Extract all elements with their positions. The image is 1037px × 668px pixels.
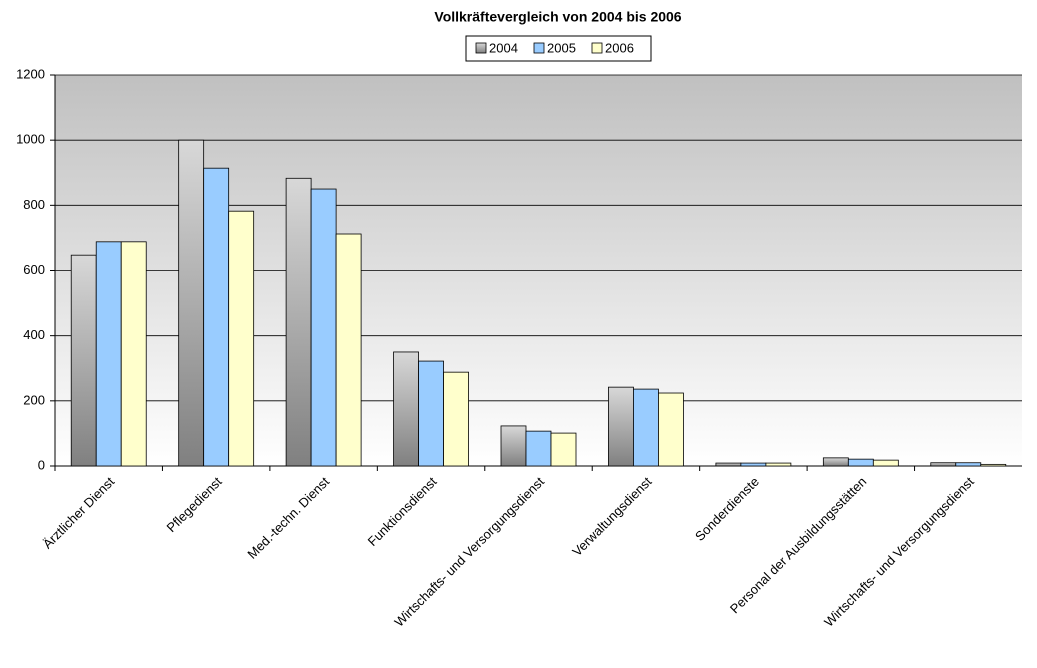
bar <box>525 430 552 467</box>
legend-swatch <box>533 42 545 54</box>
bar <box>285 177 312 467</box>
x-tick-label: Med.-techn. Dienst <box>244 474 332 562</box>
bar <box>95 241 122 467</box>
bar <box>418 360 444 467</box>
bar <box>443 371 469 467</box>
x-tick-label: Ärztlicher Dienst <box>40 474 118 552</box>
legend-label: 2004 <box>489 40 518 55</box>
legend-label: 2005 <box>547 40 576 55</box>
bar <box>70 254 97 467</box>
x-tick-label: Sonderdienste <box>692 474 762 544</box>
x-tick-label: Verwaltungsdienst <box>569 474 654 559</box>
bar <box>120 241 147 467</box>
bar <box>228 210 255 467</box>
y-tick-label: 800 <box>23 197 45 212</box>
bar <box>930 462 957 467</box>
y-tick-label: 400 <box>23 327 45 342</box>
bar <box>633 388 659 467</box>
y-tick-label: 200 <box>23 392 45 407</box>
bar <box>658 392 684 467</box>
bar <box>872 459 899 467</box>
bar <box>608 386 634 467</box>
x-tick-label: Funktionsdienst <box>365 474 440 549</box>
legend-label: 2006 <box>605 40 634 55</box>
y-tick-label: 1000 <box>16 132 45 147</box>
bar <box>500 425 527 467</box>
bar <box>715 462 742 467</box>
y-tick-label: 0 <box>38 457 45 472</box>
bar <box>393 351 419 467</box>
bar <box>178 139 205 467</box>
bar <box>847 458 874 467</box>
x-tick-label: Pflegedienst <box>164 474 225 535</box>
legend-swatch <box>591 42 603 54</box>
legend-swatch <box>475 42 487 54</box>
chart-title: Vollkräftevergleich von 2004 bis 2006 <box>434 9 681 25</box>
bar <box>203 167 230 467</box>
bar <box>310 188 337 467</box>
bar <box>765 462 792 467</box>
bar <box>980 463 1007 467</box>
bar <box>550 432 577 467</box>
bar <box>335 233 362 467</box>
legend-box <box>465 35 652 62</box>
bar <box>822 457 849 467</box>
y-tick-label: 1200 <box>16 66 45 81</box>
bar <box>740 462 767 467</box>
bar <box>955 462 982 467</box>
y-tick-label: 600 <box>23 262 45 277</box>
